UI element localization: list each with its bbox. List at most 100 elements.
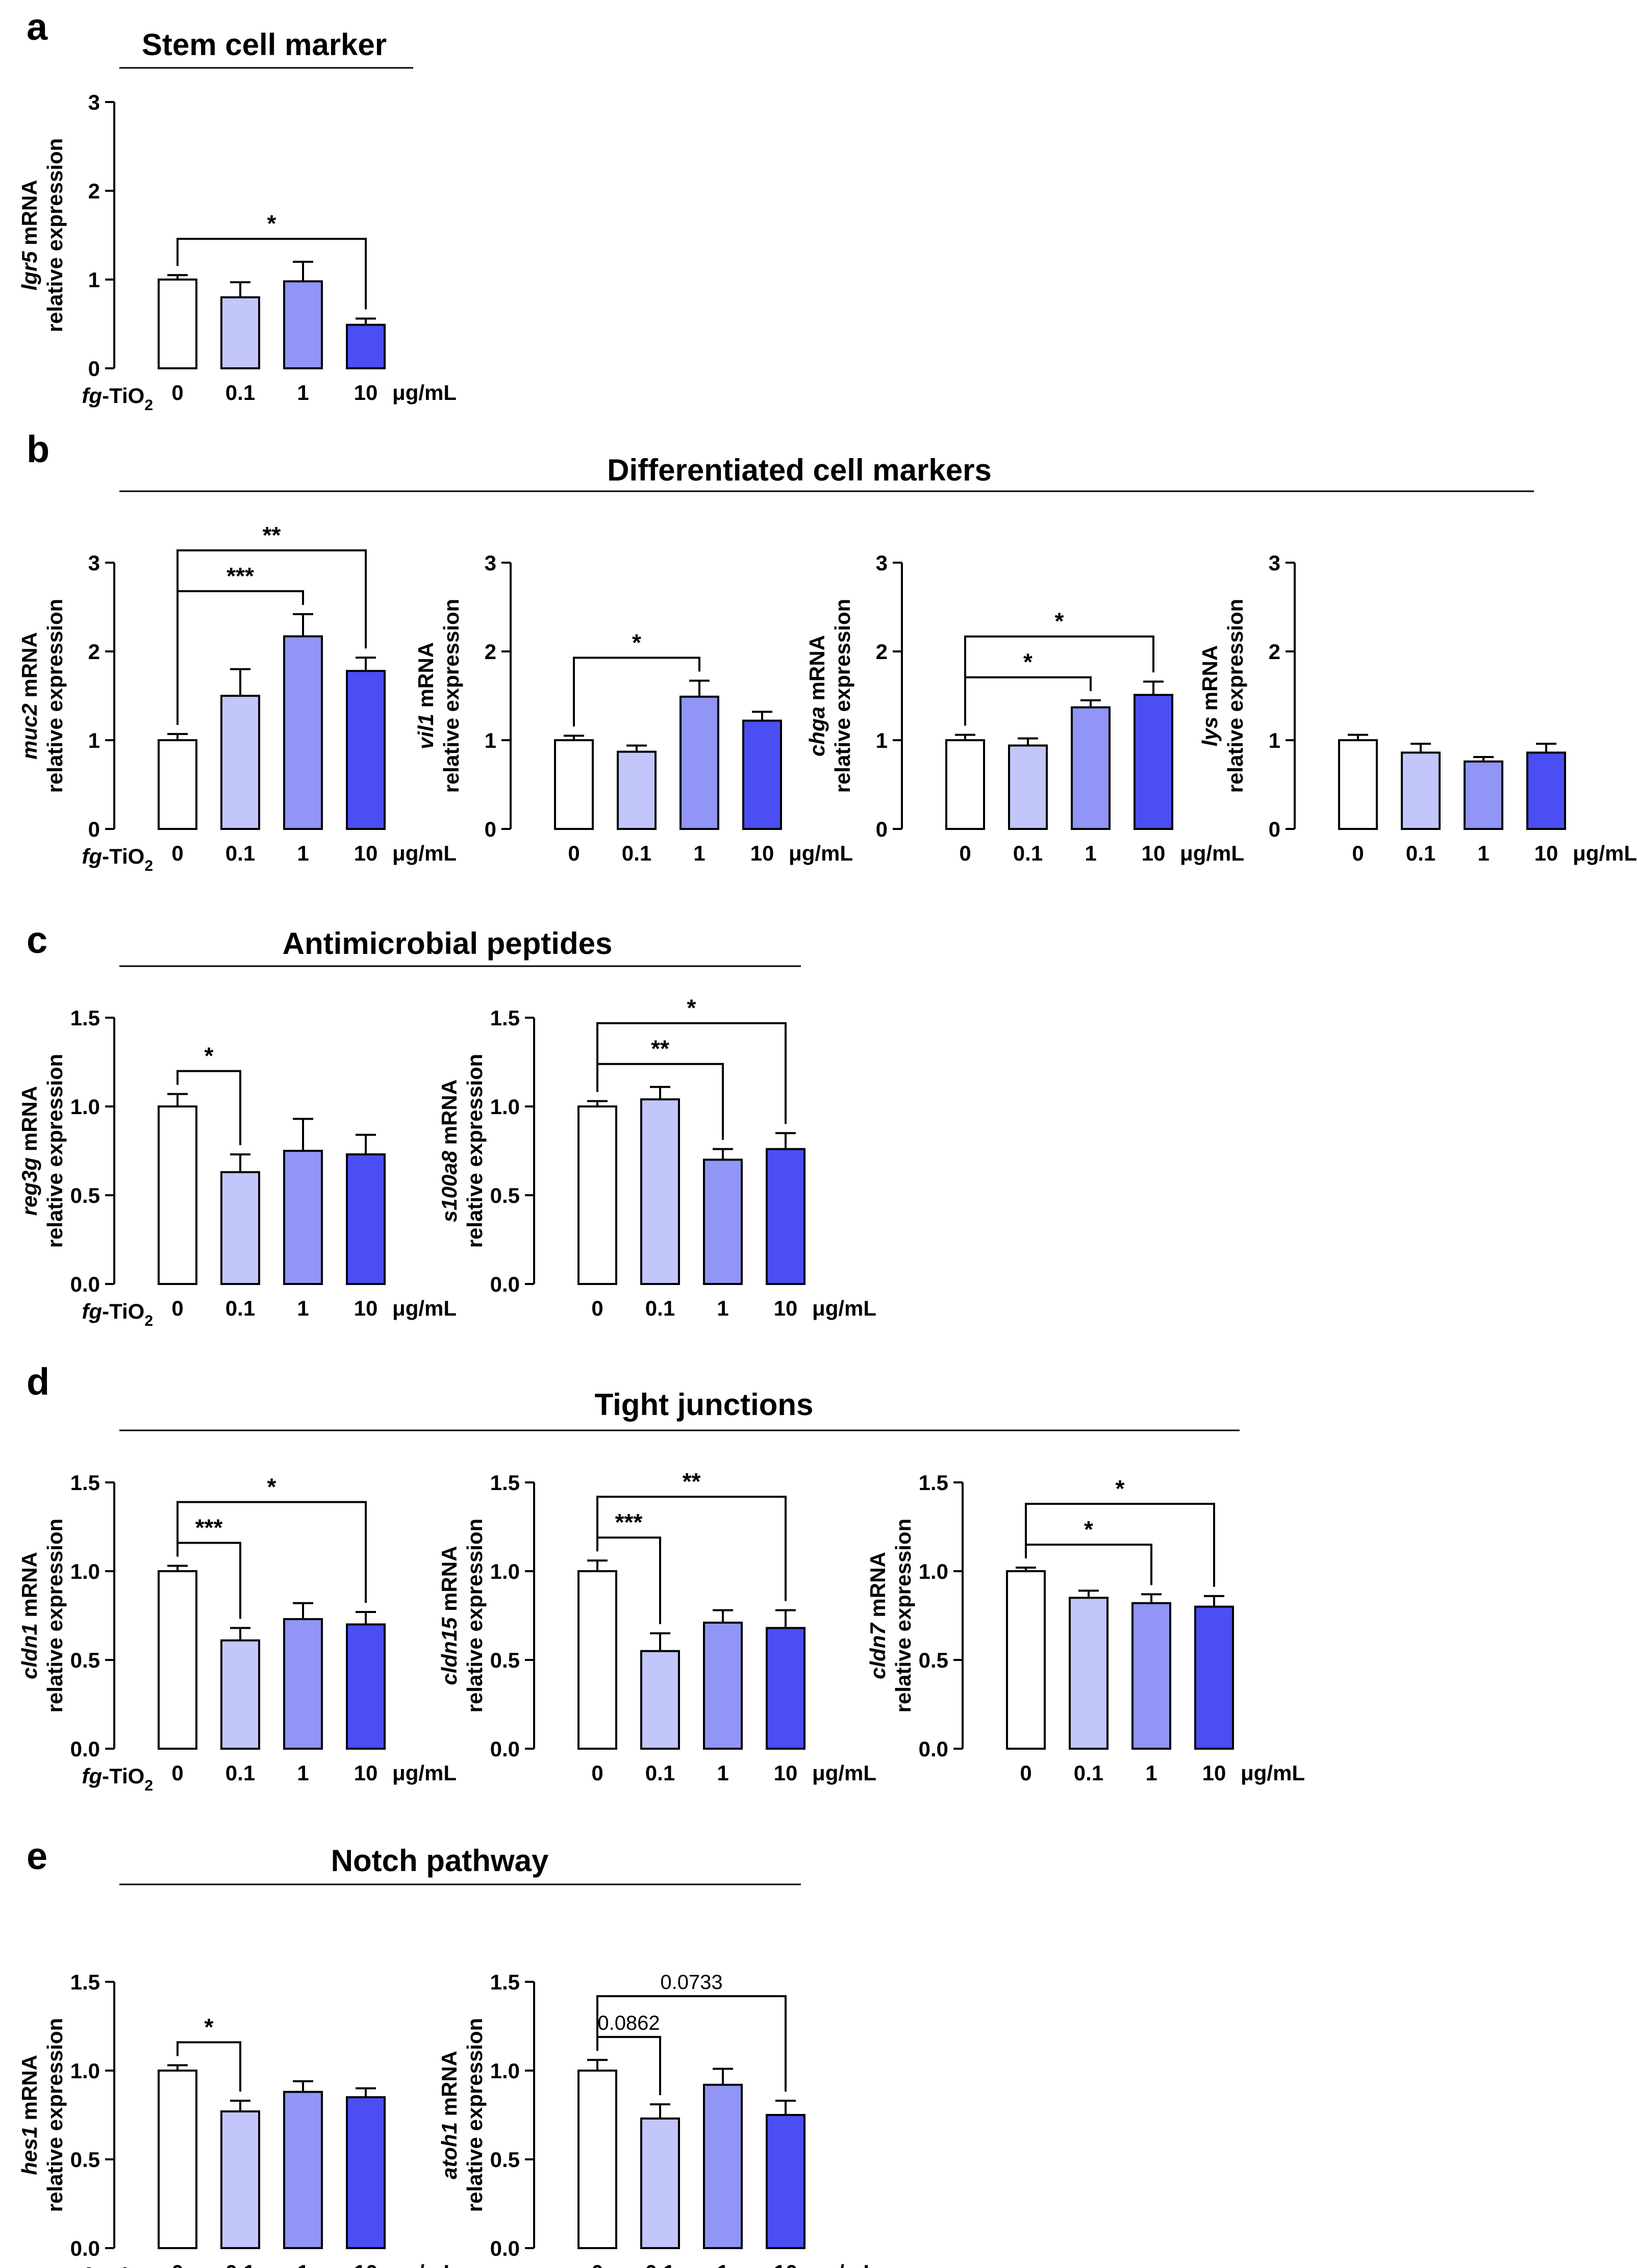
bar-0.1	[220, 2110, 260, 2250]
gene-name: lgr5	[17, 251, 41, 291]
x-tick-label: 1	[1085, 841, 1096, 865]
bar-1	[1131, 1602, 1171, 1750]
y-tick-label: 1.5	[919, 1471, 948, 1495]
x-tick-label: 10	[354, 2260, 378, 2268]
significance-bracket	[964, 635, 1154, 726]
bar-1	[1464, 760, 1503, 830]
y-tick-label: 0.5	[490, 1648, 520, 1672]
x-tick-label: 0	[591, 1296, 603, 1320]
y-tick-label: 3	[485, 551, 496, 575]
panel-title-a: Stem cell marker	[142, 28, 387, 62]
y-tick-label: 1	[88, 728, 100, 752]
x-tick-label: 0	[568, 841, 580, 865]
y-axis-label-suffix: mRNA	[805, 635, 829, 707]
bar-10	[346, 670, 386, 830]
y-axis-label: s100a8 mRNA	[437, 1079, 461, 1222]
x-tick-label: 10	[354, 841, 378, 865]
y-tick-label: 1.0	[70, 1095, 100, 1119]
significance-label: *	[205, 1043, 214, 1069]
y-axis-label-line2: relative expression	[891, 1519, 915, 1713]
x-tick-label: 0.1	[1406, 841, 1435, 865]
significance-bracket	[596, 1995, 787, 2092]
y-tick-label: 1.0	[490, 1095, 520, 1119]
y-axis-label-suffix: mRNA	[1198, 645, 1222, 717]
y-axis-label-line2: relative expression	[43, 599, 67, 793]
significance-bracket	[177, 1070, 241, 1145]
gene-name: cldn1	[17, 1623, 41, 1679]
x-unit-label: μg/mL	[812, 1296, 876, 1320]
y-axis-label: muc2 mRNA	[17, 632, 41, 760]
y-tick-label: 0.5	[70, 1648, 100, 1672]
y-tick-label: 1.0	[490, 1559, 520, 1583]
x-treatment-rest: -TiO	[102, 1299, 144, 1323]
x-tick-label: 0	[171, 2260, 183, 2268]
significance-bracket	[596, 1496, 787, 1601]
panel-title-e: Notch pathway	[331, 1844, 549, 1878]
chart-lys: 0 1 2 3 lys mRNA relative expression 0 0.1 1 10 μg…	[1198, 551, 1637, 865]
x-treatment-rest: -TiO	[102, 384, 144, 408]
x-treatment-sub: 2	[144, 1313, 153, 1329]
panel-letter-e: e	[27, 1835, 47, 1877]
y-tick-label: 0.5	[490, 2148, 520, 2172]
y-axis-label: cldn1 mRNA	[17, 1552, 41, 1679]
y-axis-label-suffix: mRNA	[437, 1546, 461, 1617]
y-tick-label: 1.0	[490, 2059, 520, 2083]
significance-bracket	[177, 238, 367, 310]
y-tick-label: 0.0	[490, 2236, 520, 2260]
bar-10	[346, 1623, 386, 1750]
bar-1	[703, 1621, 743, 1750]
y-tick-label: 1.5	[70, 1471, 100, 1495]
significance-label: **	[651, 1036, 669, 1062]
x-tick-label: 1	[297, 1296, 309, 1320]
x-tick-label: 0	[1352, 841, 1364, 865]
y-tick-label: 1.5	[490, 1970, 520, 1994]
bar-10	[766, 2114, 805, 2249]
bar-0.1	[640, 1650, 680, 1750]
chart-reg3g: 0.0 0.5 1.0 1.5 reg3g mRNA relative expressio…	[17, 1006, 457, 1329]
y-tick-label: 0.5	[70, 2148, 100, 2172]
chart-atoh1: 0.0 0.5 1.0 1.5 atoh1 mRNA relative expressio…	[437, 1970, 876, 2268]
y-tick-label: 0.0	[490, 1272, 520, 1296]
x-tick-label: 0.1	[225, 1296, 255, 1320]
y-axis-label-line2: relative expression	[43, 1054, 67, 1248]
y-tick-label: 3	[876, 551, 888, 575]
x-tick-label: 1	[297, 1761, 309, 1785]
y-tick-label: 1.5	[490, 1006, 520, 1030]
significance-label: 0.0733	[660, 1971, 722, 1994]
bar-1	[283, 2090, 323, 2249]
significance-label: *	[1055, 608, 1064, 635]
y-tick-label: 1.0	[919, 1559, 948, 1583]
x-tick-label: 0.1	[645, 1296, 675, 1320]
bar-10	[1134, 694, 1173, 830]
x-tick-label: 0.1	[225, 381, 255, 405]
x-treatment-rest: -TiO	[102, 1764, 144, 1788]
bar-10	[1526, 751, 1566, 830]
x-tick-label: 0.1	[1013, 841, 1043, 865]
y-tick-label: 1.5	[70, 1970, 100, 1994]
x-treatment-italic: fg	[82, 844, 102, 868]
gene-name: reg3g	[17, 1157, 41, 1216]
x-tick-label: 10	[354, 1296, 378, 1320]
y-tick-label: 0	[485, 817, 496, 841]
x-treatment-label: fg-TiO2	[82, 1764, 153, 1794]
x-tick-label: 0	[171, 381, 183, 405]
bar-0.1	[220, 1639, 260, 1750]
y-tick-label: 1	[88, 268, 100, 292]
bar-10	[766, 1148, 805, 1286]
x-treatment-label: fg-TiO2	[82, 384, 153, 414]
x-treatment-sub: 2	[144, 397, 153, 414]
significance-bracket	[177, 549, 367, 725]
y-axis-label-suffix: mRNA	[17, 180, 41, 251]
y-tick-label: 0.0	[490, 1737, 520, 1761]
y-axis-label: vil1 mRNA	[414, 642, 438, 749]
significance-label: *	[267, 210, 276, 237]
panel-title-b: Differentiated cell markers	[607, 453, 992, 487]
bar-0	[577, 1105, 617, 1285]
chart-cldn7: 0.0 0.5 1.0 1.5 cldn7 mRNA relative expressio…	[866, 1471, 1305, 1785]
y-tick-label: 0.5	[490, 1183, 520, 1207]
gene-name: vil1	[414, 714, 438, 749]
x-tick-label: 10	[774, 1296, 798, 1320]
y-axis-label: lys mRNA	[1198, 645, 1222, 746]
y-axis-label-line2: relative expression	[43, 138, 67, 333]
